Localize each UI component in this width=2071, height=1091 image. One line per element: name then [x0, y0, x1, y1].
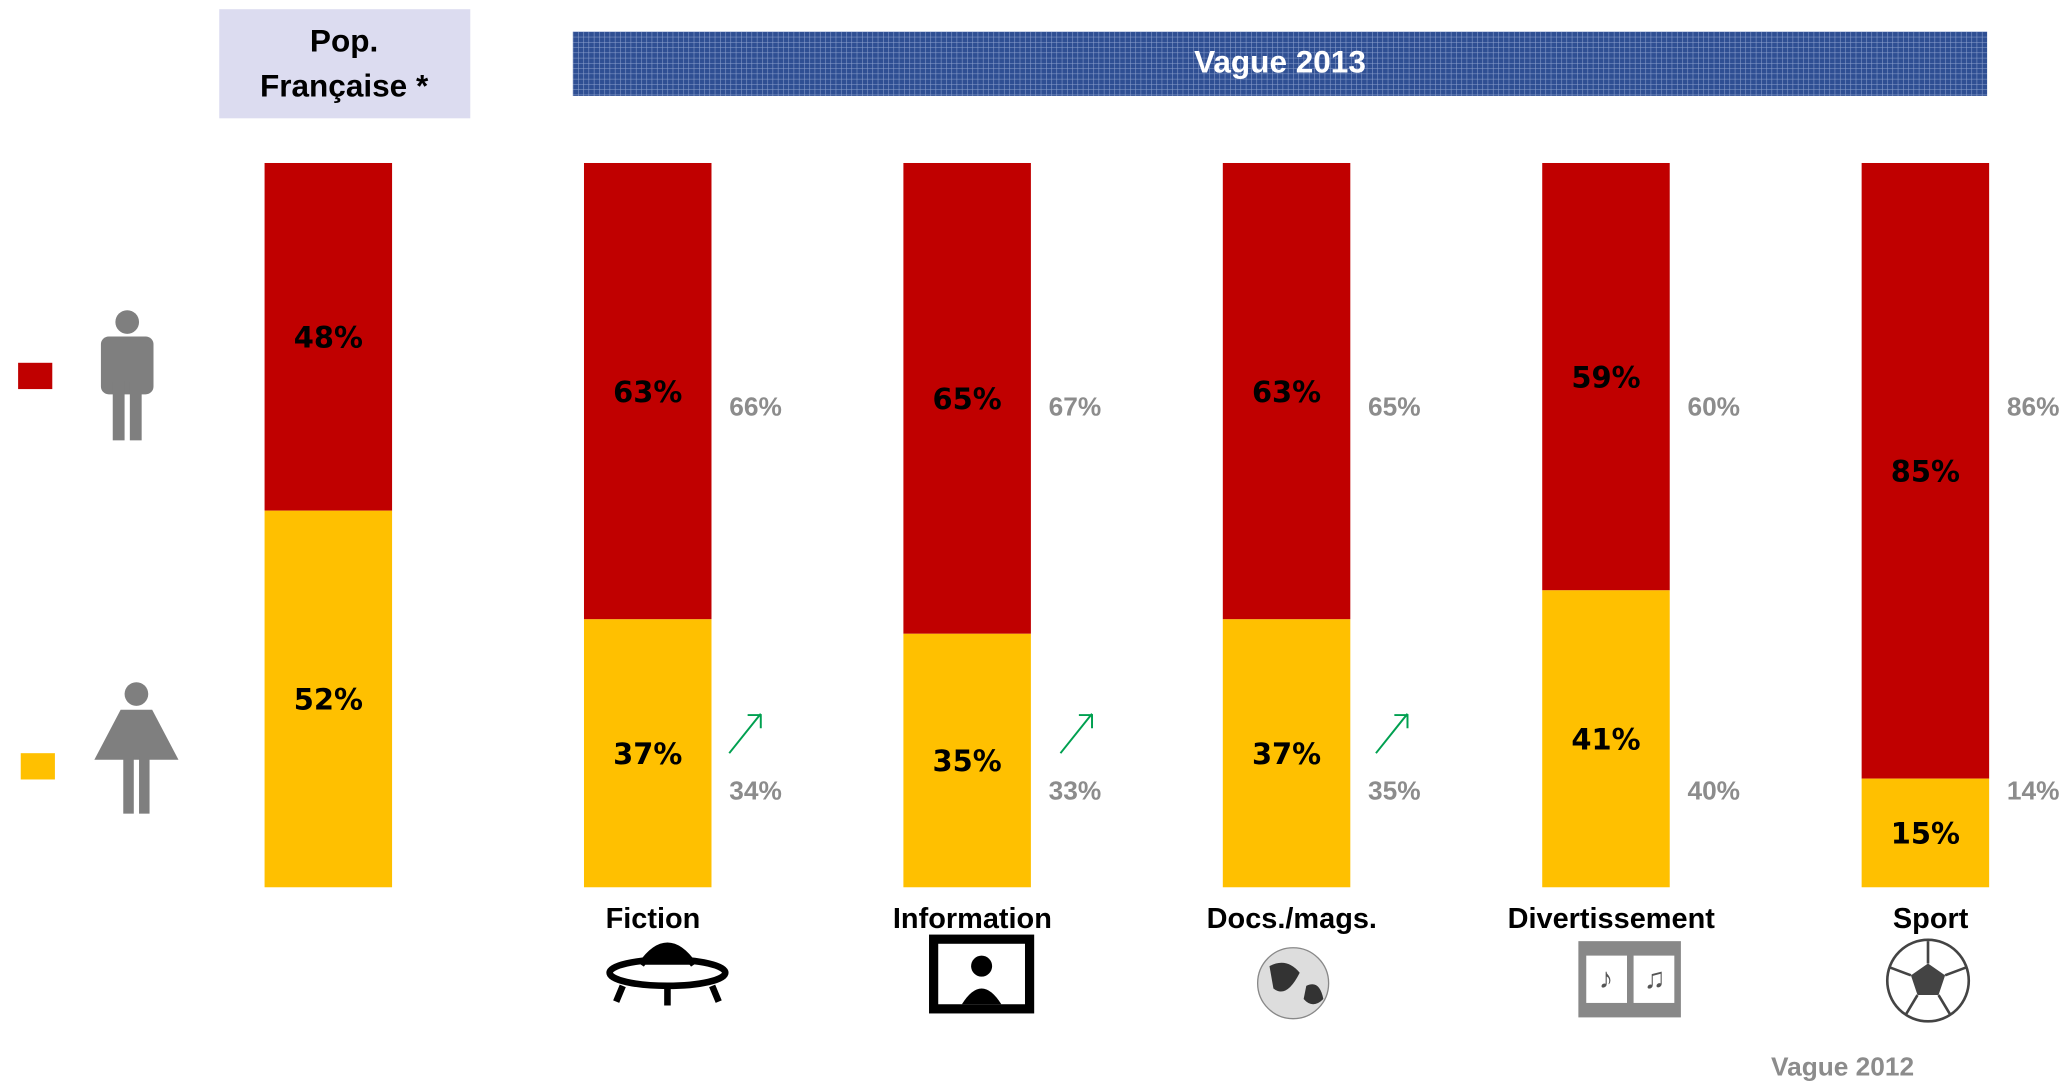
- previous-value-label: 65%: [1368, 392, 1421, 422]
- x-tick-label: Docs./mags.: [1207, 903, 1377, 935]
- bar-segment: [264, 510, 393, 888]
- previous-value-label: 34%: [729, 776, 782, 806]
- previous-value-label: 14%: [2007, 776, 2060, 806]
- woman-icon: [94, 682, 179, 814]
- value-label: 41%: [1571, 722, 1640, 756]
- bar-segment: [1222, 162, 1351, 620]
- value-label: 48%: [294, 320, 363, 354]
- x-tick-label: Fiction: [606, 903, 701, 935]
- bar-segment: [1861, 162, 1990, 779]
- previous-value-label: 40%: [1687, 776, 1740, 806]
- reference-header: [219, 9, 471, 119]
- value-label: 37%: [613, 737, 682, 771]
- man-icon: [100, 310, 154, 441]
- reference-label: Pop.: [310, 23, 378, 59]
- svg-text:♫: ♫: [1644, 963, 1666, 995]
- value-label: 63%: [613, 375, 682, 409]
- value-label: 52%: [294, 683, 363, 717]
- svg-text:♪: ♪: [1599, 963, 1613, 995]
- ball-icon: [1885, 938, 1971, 1023]
- ufo-icon: [606, 942, 729, 1006]
- previous-value-label: 35%: [1368, 776, 1421, 806]
- trend-arrows: [728, 713, 1409, 754]
- film-icon: ♪ ♫: [1578, 941, 1681, 1018]
- previous-value-label: 66%: [729, 392, 782, 422]
- legend-swatch: [18, 362, 53, 390]
- category-icons: ♪ ♫: [606, 934, 1971, 1023]
- x-tick-label: Information: [893, 903, 1052, 935]
- value-label: 37%: [1252, 737, 1321, 771]
- bar-segment: [1222, 619, 1351, 888]
- value-label: 63%: [1252, 375, 1321, 409]
- legend: [18, 310, 179, 814]
- bar-segment: [583, 162, 712, 620]
- bar-segment: [903, 162, 1031, 634]
- value-label: 59%: [1571, 360, 1640, 394]
- value-label: 85%: [1891, 454, 1960, 488]
- bar-segment: [1861, 778, 1990, 888]
- bar-segment: [583, 619, 712, 888]
- wave-banner: [572, 31, 1988, 96]
- tv-icon: [929, 934, 1035, 1014]
- bar-segment: [1542, 590, 1670, 888]
- globe-icon: [1256, 947, 1330, 1020]
- wave-label: Vague 2013: [1194, 44, 1366, 80]
- comparison-label: Vague 2012: [1771, 1052, 1914, 1082]
- previous-value-label: 33%: [1049, 776, 1102, 806]
- bar-segment: [1542, 162, 1670, 591]
- value-label: 15%: [1891, 817, 1960, 851]
- x-tick-label: Sport: [1893, 903, 1969, 935]
- previous-value-label: 67%: [1049, 392, 1102, 422]
- x-tick-label: Divertissement: [1508, 903, 1716, 935]
- previous-value-label: 86%: [2007, 392, 2060, 422]
- legend-swatch: [20, 753, 55, 780]
- bar-segment: [264, 162, 393, 511]
- previous-value-label: 60%: [1687, 392, 1740, 422]
- bar-segment: [903, 633, 1031, 888]
- value-label: 35%: [933, 744, 1002, 778]
- value-label: 65%: [933, 382, 1002, 416]
- reference-label: Française *: [260, 67, 429, 103]
